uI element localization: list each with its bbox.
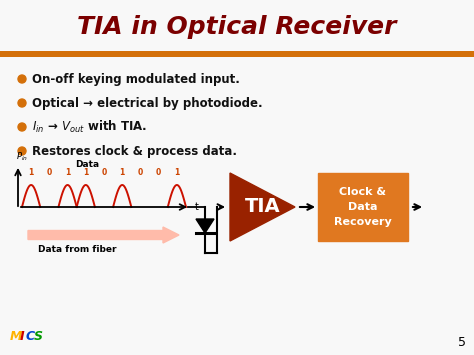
Polygon shape	[230, 173, 295, 241]
Circle shape	[18, 99, 26, 107]
Text: S: S	[34, 331, 43, 344]
Text: 0: 0	[47, 168, 52, 177]
Circle shape	[18, 123, 26, 131]
FancyBboxPatch shape	[318, 173, 408, 241]
Text: 5: 5	[458, 337, 466, 350]
Text: Restores clock & process data.: Restores clock & process data.	[32, 144, 237, 158]
FancyArrow shape	[28, 227, 179, 243]
Polygon shape	[196, 219, 214, 233]
Bar	[0, 51, 474, 57]
Text: 1: 1	[83, 168, 89, 177]
Text: Clock &
Data
Recovery: Clock & Data Recovery	[334, 187, 392, 227]
Text: 0: 0	[101, 168, 107, 177]
Text: TIA in Optical Receiver: TIA in Optical Receiver	[77, 15, 397, 39]
Text: 1: 1	[65, 168, 70, 177]
Text: Optical → electrical by photodiode.: Optical → electrical by photodiode.	[32, 97, 263, 109]
Text: 0: 0	[138, 168, 143, 177]
Text: Data: Data	[75, 160, 99, 169]
Text: C: C	[26, 331, 35, 344]
Circle shape	[18, 147, 26, 155]
Text: $I_{in}$ → $V_{out}$ with TIA.: $I_{in}$ → $V_{out}$ with TIA.	[32, 119, 147, 135]
Circle shape	[18, 75, 26, 83]
Text: $P_{in}$: $P_{in}$	[16, 151, 28, 163]
Text: 1: 1	[28, 168, 34, 177]
Text: I: I	[20, 331, 25, 344]
Text: Data from fiber: Data from fiber	[38, 245, 117, 253]
Text: On-off keying modulated input.: On-off keying modulated input.	[32, 72, 240, 86]
Text: M: M	[10, 331, 22, 344]
Text: 1: 1	[119, 168, 125, 177]
Text: t: t	[195, 202, 199, 212]
Text: 1: 1	[174, 168, 180, 177]
Text: 0: 0	[156, 168, 161, 177]
Text: TIA: TIA	[245, 197, 280, 217]
